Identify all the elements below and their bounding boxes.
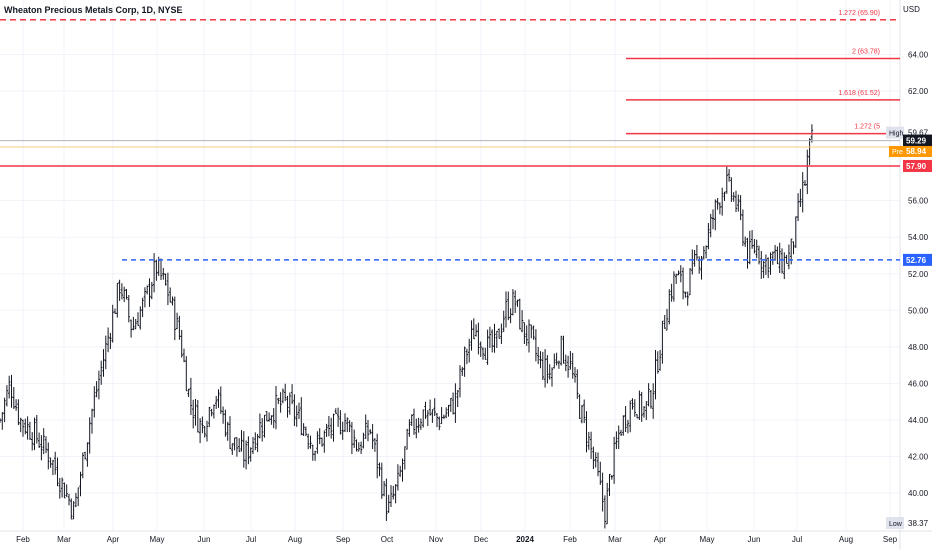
support-badge — [903, 253, 932, 266]
pre-value: 58.94 — [906, 147, 927, 156]
x-tick-label: Mar — [57, 535, 71, 544]
currency-label[interactable]: USD — [903, 5, 920, 14]
x-tick-label: May — [149, 535, 164, 544]
high-tag-label: High — [889, 131, 904, 138]
low-tag — [886, 517, 904, 529]
x-tick-label: May — [699, 535, 714, 544]
y-tick-label: 40.00 — [908, 489, 929, 498]
low-tag-label: Low — [889, 521, 903, 528]
low-value: 38.37 — [908, 519, 929, 528]
support-value: 52.76 — [906, 256, 927, 265]
y-tick-label: 62.00 — [908, 87, 929, 96]
fib-level-label: 1.272 (5 — [854, 124, 880, 131]
x-tick-label: Jul — [246, 535, 256, 544]
x-tick-label: Feb — [16, 535, 30, 544]
x-tick-label: Apr — [107, 535, 120, 544]
fib-level-label: 2 (63.78) — [852, 49, 880, 56]
pre-badge — [903, 145, 932, 157]
fib-level-label: 1.618 (61.52) — [838, 90, 880, 97]
x-tick-label: Sep — [336, 535, 351, 544]
y-tick-label: 48.00 — [908, 343, 929, 352]
chart-title: Wheaton Precious Metals Corp, 1D, NYSE — [4, 5, 183, 15]
y-tick-label: 44.00 — [908, 416, 929, 425]
y-tick-label: 54.00 — [908, 233, 929, 242]
x-tick-label: Oct — [381, 535, 394, 544]
x-tick-label: Aug — [288, 535, 302, 544]
x-tick-label: Mar — [608, 535, 622, 544]
y-tick-label: 50.00 — [908, 306, 929, 315]
x-tick-label: Jul — [792, 535, 802, 544]
y-tick-label: 42.00 — [908, 452, 929, 461]
y-tick-label: 46.00 — [908, 379, 929, 388]
x-tick-label: Nov — [429, 535, 443, 544]
resistance-badge — [903, 159, 932, 172]
y-tick-label: 52.00 — [908, 270, 929, 279]
x-tick-label: Aug — [839, 535, 853, 544]
last-price-value: 59.29 — [906, 137, 927, 146]
y-tick-label: 56.00 — [908, 197, 929, 206]
x-tick-label: Sep — [883, 535, 898, 544]
high-value: 59.67 — [908, 129, 929, 138]
x-tick-label: Apr — [654, 535, 667, 544]
x-tick-label: 2024 — [516, 535, 534, 544]
x-tick-label: Jun — [748, 535, 761, 544]
x-tick-label: Dec — [474, 535, 488, 544]
resistance-value: 57.90 — [906, 162, 927, 171]
x-tick-label: Jun — [198, 535, 211, 544]
last-price-badge — [903, 134, 932, 147]
pre-tag — [889, 145, 904, 157]
pre-tag-label: Pre — [892, 149, 903, 156]
x-tick-label: Feb — [563, 535, 577, 544]
high-tag — [886, 126, 904, 139]
fib-level-label: 1.272 (65.90) — [838, 10, 880, 17]
y-tick-label: 64.00 — [908, 51, 929, 60]
